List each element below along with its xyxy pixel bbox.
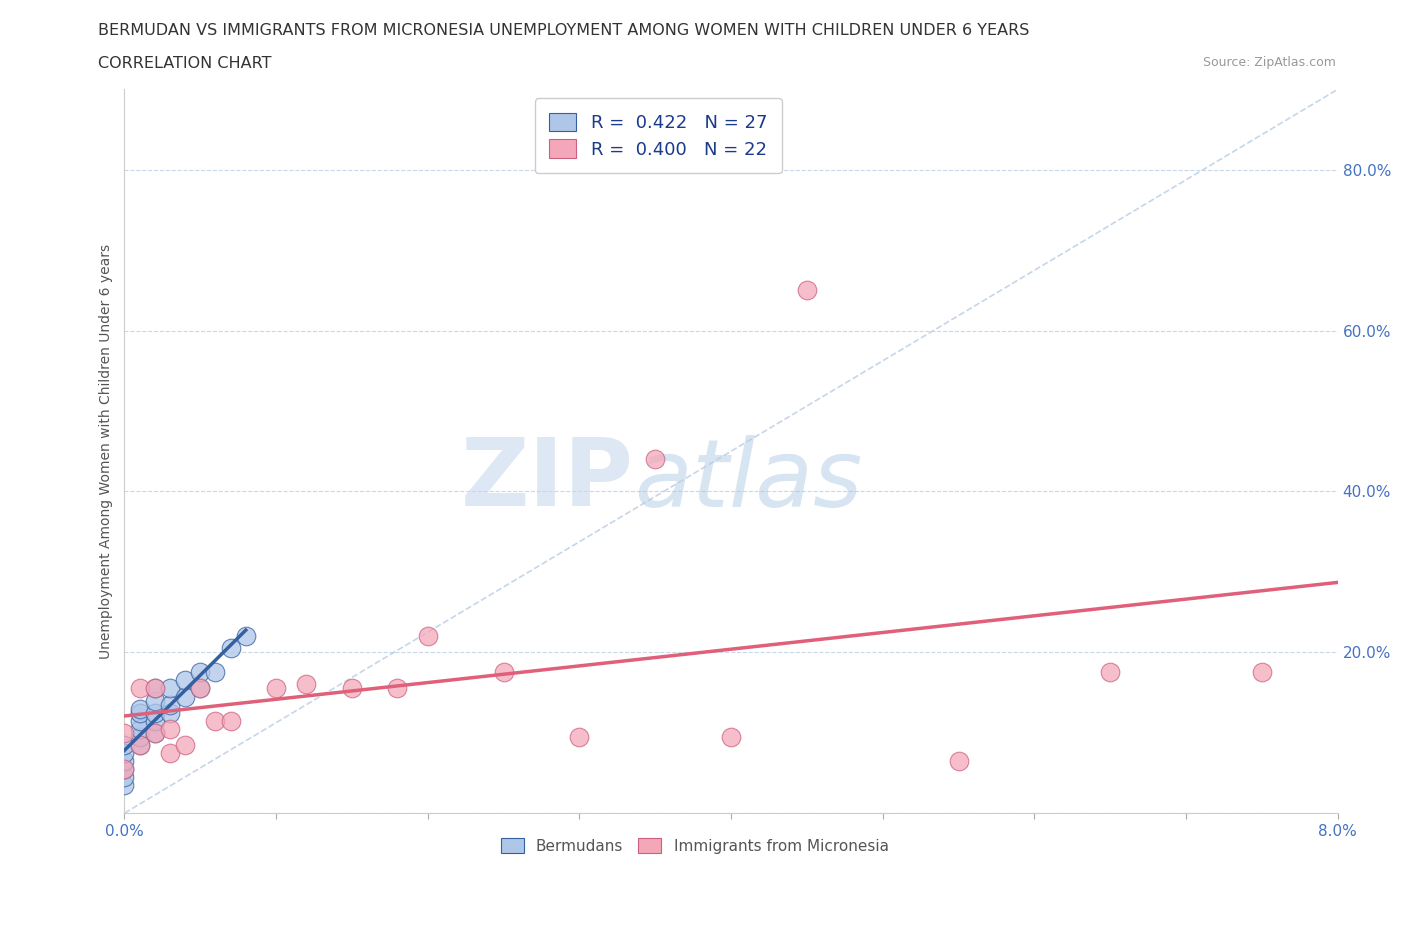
Point (568, 729, 591, 744)
Point (492, 665, 515, 680)
Point (128, 729, 150, 744)
Text: Source: ZipAtlas.com: Source: ZipAtlas.com (1202, 56, 1336, 69)
Point (235, 629, 257, 644)
Point (114, 769, 136, 784)
Point (387, 681, 409, 696)
Point (219, 713, 242, 728)
Point (174, 737, 197, 752)
Text: atlas: atlas (634, 434, 862, 525)
Point (416, 629, 439, 644)
Point (128, 681, 150, 696)
Y-axis label: Unemployment Among Women with Children Under 6 years: Unemployment Among Women with Children U… (100, 244, 114, 658)
Point (174, 689, 197, 704)
Point (114, 777, 136, 792)
Point (188, 681, 211, 696)
Point (159, 705, 181, 720)
Text: CORRELATION CHART: CORRELATION CHART (98, 56, 271, 71)
Point (1250, 665, 1272, 680)
Point (188, 681, 211, 696)
Text: BERMUDAN VS IMMIGRANTS FROM MICRONESIA UNEMPLOYMENT AMONG WOMEN WITH CHILDREN UN: BERMUDAN VS IMMIGRANTS FROM MICRONESIA U… (98, 23, 1029, 38)
Point (204, 713, 226, 728)
Point (143, 705, 166, 720)
Point (948, 753, 970, 768)
Point (143, 693, 166, 708)
Point (128, 705, 150, 720)
Point (114, 725, 136, 740)
Point (796, 283, 818, 298)
Point (264, 681, 287, 696)
Point (128, 737, 150, 752)
Point (644, 452, 666, 467)
Point (143, 681, 166, 696)
Point (128, 713, 150, 728)
Point (159, 681, 181, 696)
Point (114, 737, 136, 752)
Point (114, 762, 136, 777)
Point (114, 745, 136, 760)
Point (143, 713, 166, 728)
Point (159, 698, 181, 712)
Point (1099, 665, 1122, 680)
Point (159, 745, 181, 760)
Point (340, 681, 363, 696)
Legend: Bermudans, Immigrants from Micronesia: Bermudans, Immigrants from Micronesia (495, 831, 894, 859)
Point (128, 722, 150, 737)
Point (188, 665, 211, 680)
Point (114, 762, 136, 777)
Point (295, 677, 318, 692)
Point (143, 725, 166, 740)
Text: ZIP: ZIP (461, 434, 634, 526)
Point (128, 737, 150, 752)
Point (219, 641, 242, 656)
Point (143, 725, 166, 740)
Point (204, 665, 226, 680)
Point (720, 729, 742, 744)
Point (143, 681, 166, 696)
Point (128, 701, 150, 716)
Point (174, 673, 197, 688)
Point (159, 722, 181, 737)
Point (114, 753, 136, 768)
